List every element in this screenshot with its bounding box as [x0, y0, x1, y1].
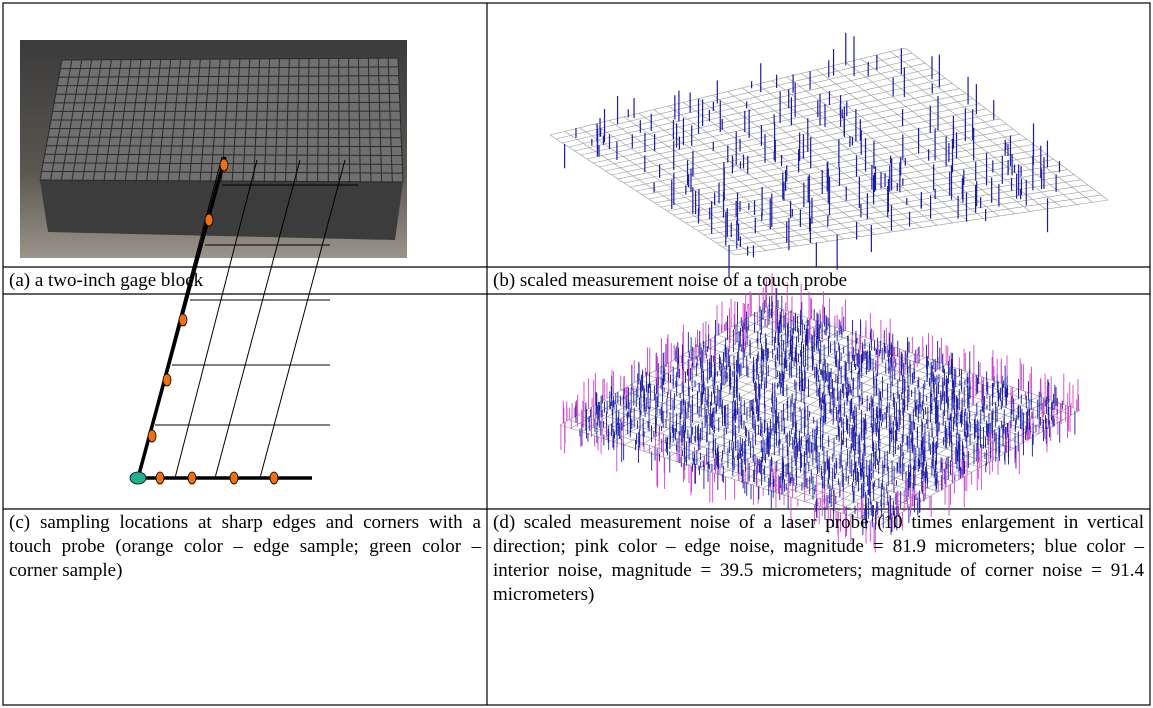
plane-grid-line — [905, 48, 1108, 200]
plane-grid-line — [550, 135, 735, 255]
plane-grid-line — [565, 131, 751, 252]
plane-grid-line — [624, 117, 813, 244]
caption-d: (d) scaled measurement noise of a laser … — [487, 511, 1150, 607]
plane-grid-line — [861, 59, 1062, 207]
touch-probe-noise-plot — [550, 33, 1108, 278]
plane-grid-line — [594, 124, 781, 248]
figure-page: (a) a two-inch gage block (b) scaled mea… — [0, 0, 1153, 708]
plane-grid-line — [609, 121, 797, 246]
photo-grid-line — [48, 137, 401, 138]
plane-grid-line — [578, 415, 897, 515]
caption-a: (a) a two-inch gage block — [3, 269, 487, 293]
photo-grid-line — [54, 102, 400, 103]
plane-grid-line — [668, 106, 859, 237]
caption-b: (b) scaled measurement noise of a touch … — [487, 269, 1150, 293]
caption-c: (c) sampling locations at sharp edges an… — [3, 511, 487, 583]
photo-gage-block — [20, 40, 407, 258]
